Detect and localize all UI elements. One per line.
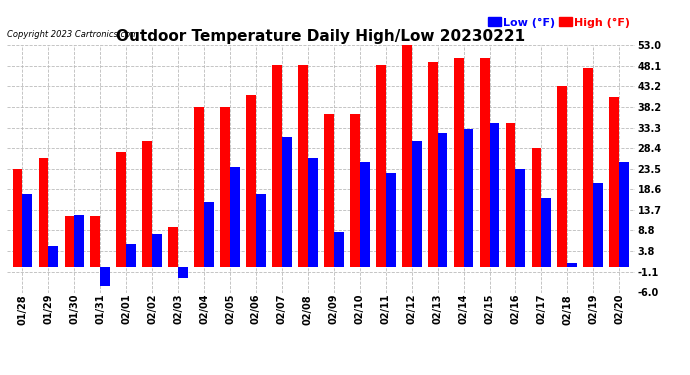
Bar — [23, 194, 32, 267]
Bar — [282, 137, 292, 267]
Bar — [298, 65, 308, 267]
Bar — [126, 244, 136, 267]
Bar — [220, 107, 230, 267]
Bar — [256, 194, 266, 267]
Bar — [308, 158, 317, 267]
Bar — [350, 114, 359, 267]
Bar — [558, 86, 567, 267]
Bar — [204, 202, 214, 267]
Bar — [515, 169, 525, 267]
Bar — [359, 162, 370, 267]
Bar — [272, 65, 282, 267]
Bar — [376, 65, 386, 267]
Bar — [324, 114, 334, 267]
Bar — [386, 173, 395, 267]
Bar — [64, 216, 75, 267]
Bar — [402, 45, 412, 267]
Bar — [334, 232, 344, 267]
Bar — [230, 166, 240, 267]
Bar — [480, 58, 489, 267]
Bar — [168, 228, 178, 267]
Bar — [246, 95, 256, 267]
Bar — [75, 215, 84, 267]
Bar — [609, 98, 619, 267]
Bar — [593, 183, 603, 267]
Bar — [567, 263, 578, 267]
Bar — [39, 158, 48, 267]
Bar — [584, 68, 593, 267]
Text: Copyright 2023 Cartronics.com: Copyright 2023 Cartronics.com — [7, 30, 138, 39]
Bar — [194, 107, 204, 267]
Bar — [100, 267, 110, 286]
Bar — [48, 246, 58, 267]
Bar — [117, 152, 126, 267]
Legend: Low (°F), High (°F): Low (°F), High (°F) — [483, 13, 635, 32]
Bar — [428, 62, 437, 267]
Bar — [178, 267, 188, 278]
Bar — [542, 198, 551, 267]
Bar — [506, 123, 515, 267]
Bar — [464, 129, 473, 267]
Title: Outdoor Temperature Daily High/Low 20230221: Outdoor Temperature Daily High/Low 20230… — [117, 29, 525, 44]
Bar — [437, 133, 448, 267]
Bar — [454, 58, 464, 267]
Bar — [412, 141, 422, 267]
Bar — [142, 141, 152, 267]
Bar — [489, 123, 500, 267]
Bar — [152, 234, 162, 267]
Bar — [90, 216, 100, 267]
Bar — [531, 148, 542, 267]
Bar — [619, 162, 629, 267]
Bar — [12, 169, 23, 267]
